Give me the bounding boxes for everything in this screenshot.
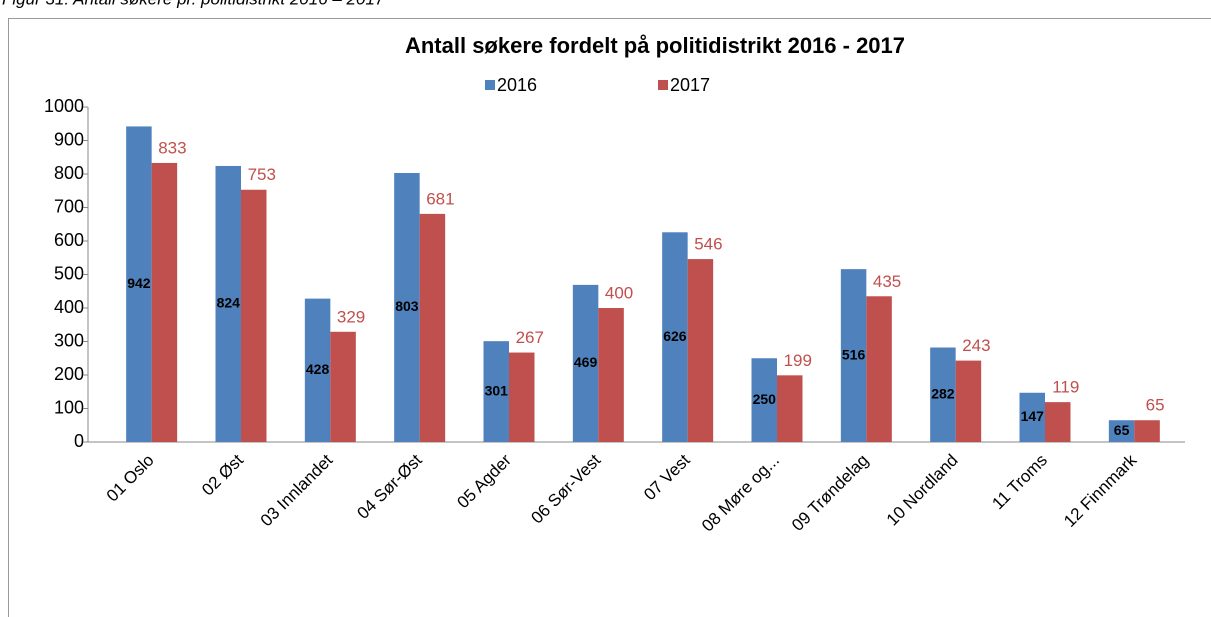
legend-swatch (485, 80, 495, 90)
y-tick-label: 900 (54, 129, 84, 149)
x-tick-label: 05 Agder (453, 450, 515, 512)
data-label: 329 (337, 307, 365, 326)
bar (330, 331, 356, 442)
y-tick-label: 200 (54, 364, 84, 384)
data-label: 803 (395, 298, 419, 314)
bar (483, 341, 509, 442)
bar (1108, 420, 1135, 442)
data-label: 469 (574, 354, 598, 370)
bar (751, 358, 777, 442)
x-tick-label: 02 Øst (198, 450, 247, 499)
data-label: 435 (873, 272, 901, 291)
bar (955, 360, 982, 442)
y-tick-label: 300 (54, 330, 84, 350)
data-label: 243 (962, 336, 990, 355)
y-tick-label: 800 (54, 163, 84, 183)
x-tick-label: 10 Nordland (883, 451, 962, 530)
x-tick-label: 09 Trøndelag (788, 451, 872, 535)
y-tick-label: 600 (54, 230, 84, 250)
data-label: 250 (753, 391, 777, 407)
bar (509, 352, 535, 442)
x-tick-label: 01 Oslo (103, 451, 158, 506)
data-label: 199 (784, 351, 812, 370)
x-tick-label: 12 Finnmark (1060, 450, 1141, 531)
data-label: 516 (842, 346, 866, 362)
bar (687, 259, 714, 442)
data-label: 147 (1021, 408, 1045, 424)
legend-label: 2017 (670, 75, 710, 95)
x-tick-label: 03 Innlandet (257, 450, 337, 530)
x-tick-label: 04 Sør-Øst (353, 450, 425, 522)
bar (419, 213, 446, 442)
bar (126, 126, 152, 443)
y-tick-label: 400 (54, 297, 84, 317)
data-label: 428 (306, 361, 330, 377)
x-tick-label: 08 Møre og... (698, 451, 783, 536)
bar (1045, 402, 1071, 442)
bar (304, 298, 331, 442)
data-label: 267 (516, 328, 544, 347)
bar (1019, 392, 1045, 442)
y-tick-label: 700 (54, 196, 84, 216)
bar (572, 284, 599, 442)
bar (151, 162, 178, 442)
bar (215, 165, 241, 442)
legend-label: 2016 (497, 75, 537, 95)
bar (598, 308, 624, 442)
bar (241, 189, 267, 442)
data-label: 753 (248, 165, 276, 184)
caption: Figur 31: Antall søkere pr. politidistri… (2, 0, 385, 8)
x-tick-label: 11 Troms (988, 451, 1051, 514)
bar (662, 232, 688, 442)
y-tick-label: 1000 (44, 96, 84, 116)
bar (777, 375, 803, 442)
bar (1134, 420, 1160, 442)
y-tick-label: 0 (74, 431, 84, 451)
data-label: 546 (694, 235, 722, 254)
data-label: 400 (605, 283, 633, 302)
data-label: 626 (663, 328, 687, 344)
x-tick-label: 06 Sør-Vest (527, 450, 604, 527)
bar (866, 296, 892, 442)
bar (930, 347, 956, 442)
data-label: 119 (1052, 378, 1079, 397)
data-label: 833 (158, 138, 186, 157)
data-label: 65 (1114, 422, 1130, 438)
legend-swatch (658, 80, 668, 90)
data-label: 824 (217, 295, 241, 311)
x-tick-label: 07 Vest (640, 450, 694, 504)
bar (840, 269, 867, 442)
data-label: 301 (485, 382, 509, 398)
data-label: 282 (931, 385, 955, 401)
bar (394, 172, 420, 442)
data-label: 942 (127, 275, 151, 291)
data-label: 681 (426, 189, 454, 208)
chart-frame (8, 18, 1211, 617)
chart-title: Antall søkere fordelt på politidistrikt … (405, 33, 905, 58)
data-label: 65 (1146, 396, 1165, 415)
y-tick-label: 500 (54, 263, 84, 283)
y-tick-label: 100 (54, 397, 84, 417)
